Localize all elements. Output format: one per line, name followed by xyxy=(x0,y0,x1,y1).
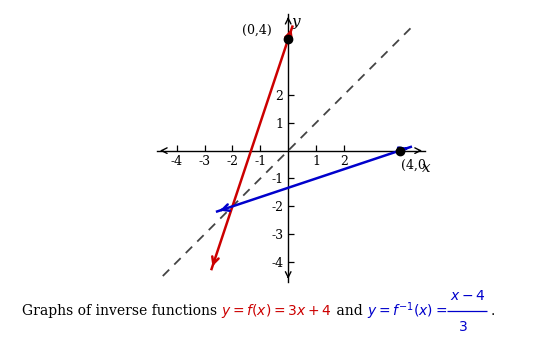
Text: $y=f(x)=3x+4$: $y=f(x)=3x+4$ xyxy=(221,302,332,320)
Text: $x-4$: $x-4$ xyxy=(450,289,485,303)
Text: and: and xyxy=(332,304,367,318)
Text: $.$: $.$ xyxy=(490,304,495,318)
Text: Graphs of inverse functions: Graphs of inverse functions xyxy=(22,304,221,318)
Text: $y=f^{-1}(x)=$: $y=f^{-1}(x)=$ xyxy=(367,300,447,322)
Text: (4,0: (4,0 xyxy=(401,159,426,172)
Text: $3$: $3$ xyxy=(458,320,468,334)
Text: (0,4): (0,4) xyxy=(242,23,271,36)
Text: x: x xyxy=(422,161,430,175)
Text: y: y xyxy=(292,15,300,30)
